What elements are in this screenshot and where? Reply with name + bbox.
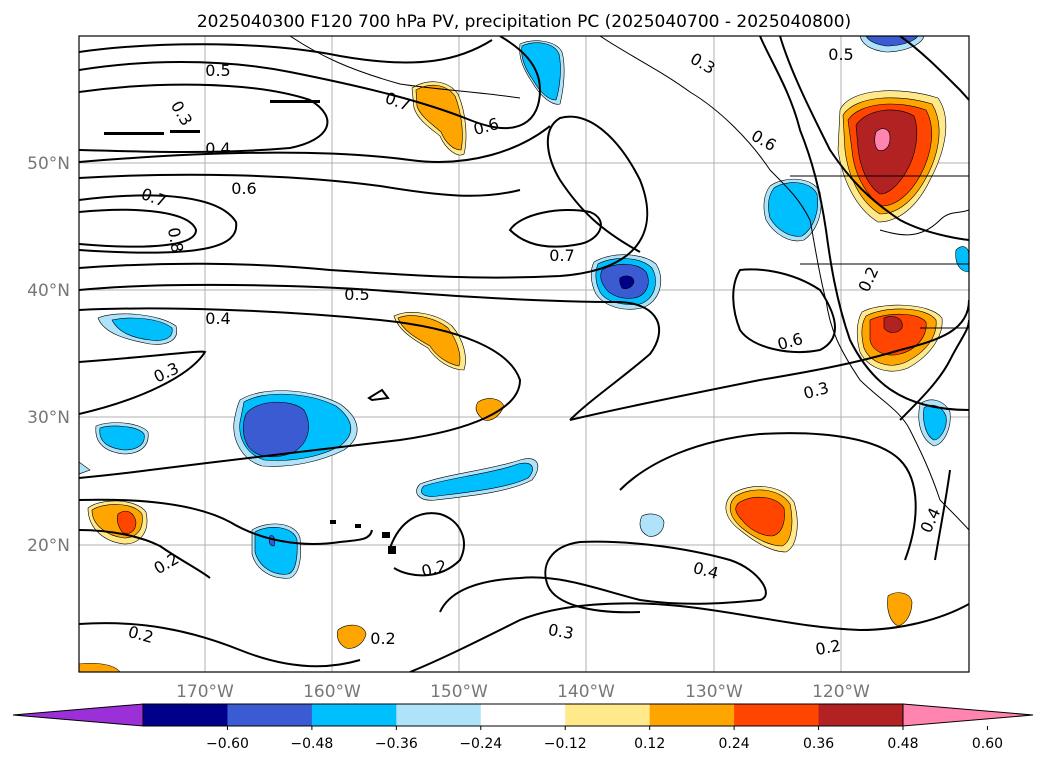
lon-label: 160°W: [303, 682, 361, 702]
precip-anomaly-fields: [79, 36, 969, 672]
lon-label: 150°W: [430, 682, 488, 702]
colorbar: [12, 703, 1034, 727]
map-frame: [78, 35, 970, 673]
colorbar-tick-label: −0.36: [375, 736, 418, 752]
lat-label: 20°N: [27, 536, 70, 556]
positive-anomaly-west: [79, 500, 913, 672]
lat-label: 50°N: [27, 154, 70, 174]
colorbar-tick-label: 0.60: [972, 736, 1003, 752]
contour-label: 0.2: [370, 629, 395, 648]
colorbar-segment: [565, 704, 651, 726]
positive-anomaly-pnw: [837, 90, 947, 223]
contour-label: 0.3: [547, 620, 575, 643]
map-frame-bg: [79, 36, 969, 672]
islands: [104, 100, 396, 554]
latitude-labels: 50°N 40°N 30°N 20°N: [27, 154, 70, 556]
pv-contours: [79, 36, 969, 672]
contour-label: 0.4: [205, 139, 230, 158]
colorbar-segment: [227, 704, 313, 726]
positive-anomaly-subtropical: [725, 486, 798, 553]
colorbar-tick-label: 0.12: [634, 736, 665, 752]
negative-anomaly-central-west: [233, 390, 358, 467]
colorbar-segment: [734, 704, 820, 726]
contour-label: 0.7: [549, 246, 574, 265]
negative-anomaly-subtropical-band: [416, 458, 539, 501]
colorbar-segment: [311, 704, 397, 726]
contour-label: 0.8: [164, 226, 187, 254]
lon-label: 120°W: [812, 682, 870, 702]
colorbar-segment: [480, 704, 566, 726]
colorbar-tick-label: −0.12: [544, 736, 587, 752]
positive-anomaly-california: [856, 304, 943, 372]
colorbar-segment: [396, 704, 482, 726]
contour-label: 0.5: [828, 45, 853, 64]
colorbar-tick-label: −0.24: [459, 736, 502, 752]
coastlines: [289, 36, 969, 531]
colorbar-segment: [818, 704, 904, 726]
colorbar-outline: [142, 703, 904, 727]
colorbar-tick-label: 0.36: [803, 736, 834, 752]
colorbar-tick-label: 0.48: [887, 736, 918, 752]
colorbar-tick-label: −0.48: [290, 736, 333, 752]
figure-title: 2025040300 F120 700 hPa PV, precipitatio…: [197, 12, 851, 32]
negative-anomaly-north: [519, 36, 925, 105]
colorbar-tick-labels: −0.60 −0.48 −0.36 −0.24 −0.12 0.12 0.24 0.36 0.4…: [206, 726, 1003, 752]
lon-label: 170°W: [176, 682, 234, 702]
contour-label: 0.5: [344, 285, 369, 304]
contour-label: 0.6: [231, 179, 256, 198]
colorbar-extend-high: [902, 703, 1034, 727]
longitude-labels: 170°W 160°W 150°W 140°W 130°W 120°W: [176, 682, 870, 702]
colorbar-segment: [143, 704, 228, 726]
positive-anomaly-gulf-alaska: [411, 81, 467, 156]
colorbar-tick-label: 0.24: [719, 736, 750, 752]
lat-label: 40°N: [27, 281, 70, 301]
negative-anomaly-northeast-pacific: [590, 254, 662, 310]
negative-anomaly-vancouver-island: [763, 178, 822, 242]
lat-label: 30°N: [27, 408, 70, 428]
colorbar-extend-low: [12, 703, 144, 727]
contour-label: 0.4: [205, 309, 230, 328]
lon-label: 140°W: [557, 682, 615, 702]
lon-label: 130°W: [685, 682, 743, 702]
contour-label: 0.5: [205, 61, 230, 80]
contour-label: 0.2: [814, 636, 842, 659]
positive-anomaly-central: [393, 312, 505, 421]
colorbar-segment: [649, 704, 735, 726]
colorbar-tick-label: −0.60: [206, 736, 249, 752]
